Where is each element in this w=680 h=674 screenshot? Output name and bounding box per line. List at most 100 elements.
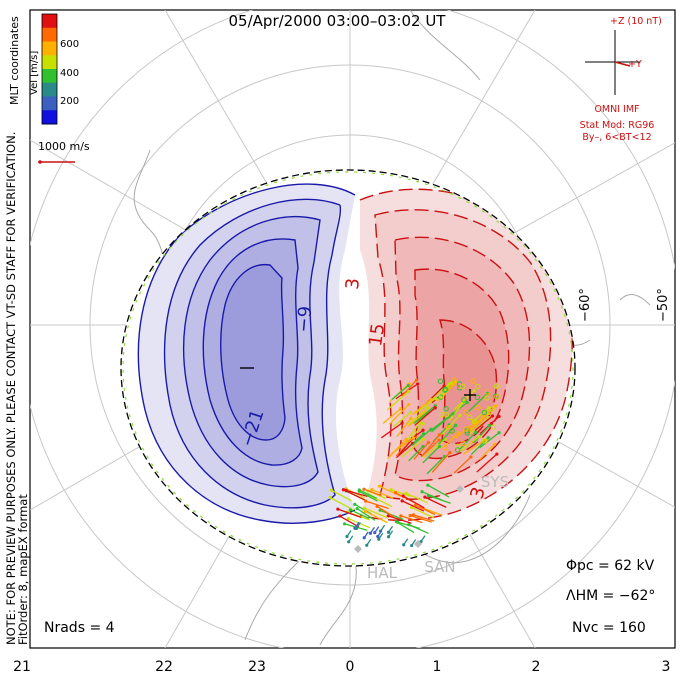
vector-origin <box>396 520 400 524</box>
velocity-vector <box>415 504 436 516</box>
velocity-vector <box>396 521 415 534</box>
vector-origin <box>438 393 445 399</box>
velocity-vector <box>413 405 436 424</box>
mlt-label-3: 3 <box>662 659 671 674</box>
vector-origin <box>420 490 424 494</box>
velocity-vector <box>337 508 362 519</box>
vector-origin <box>354 526 359 531</box>
velocity-vector <box>401 438 424 458</box>
vector-origin <box>474 394 481 401</box>
velocity-vector <box>365 500 389 510</box>
vector-origin <box>421 422 425 426</box>
velocity-vector <box>390 489 412 497</box>
velocity-vector <box>431 452 451 473</box>
vector-origin <box>348 508 352 512</box>
vector-origin <box>463 409 469 415</box>
vector-origin <box>406 383 410 388</box>
velocity-vector <box>364 507 388 519</box>
velocity-vector <box>476 453 498 473</box>
vector-origin <box>338 514 342 518</box>
lat-label-60: −60° <box>578 288 593 322</box>
model-label: Stat Mod: RG96 <box>580 120 655 131</box>
velocity-vector <box>391 384 409 401</box>
imf-vector <box>614 61 631 67</box>
velocity-vector <box>358 490 378 502</box>
velocity-vector <box>397 521 420 529</box>
velocity-vector <box>382 408 402 424</box>
vector-origin <box>495 452 499 456</box>
velocity-vector <box>386 390 410 411</box>
velocity-vector <box>413 442 429 460</box>
vector-origin <box>437 433 441 437</box>
velocity-vector <box>411 506 435 519</box>
coord-system-label: MLT coordinates <box>8 16 21 105</box>
vector-origin <box>386 535 391 539</box>
colorbar-segment <box>42 96 57 111</box>
velocity-vector <box>448 401 465 422</box>
vector-origin <box>482 438 488 444</box>
vector-origin <box>399 514 403 518</box>
vector-origin <box>486 436 490 440</box>
velocity-vector <box>469 417 489 435</box>
vector-origin <box>437 378 444 384</box>
vector-origin <box>481 409 488 416</box>
vector-origin <box>455 443 461 450</box>
imf-source: OMNI IMF <box>594 104 639 115</box>
velocity-vector <box>463 439 486 455</box>
vector-origin <box>490 414 495 418</box>
vector-origin <box>421 428 425 432</box>
vector-origin <box>411 436 416 440</box>
vector-origin <box>362 506 367 510</box>
vector-origin <box>362 487 366 491</box>
velocity-vector <box>348 517 371 529</box>
vector-origin <box>489 422 494 426</box>
velocity-vector <box>388 403 410 425</box>
velocity-vector <box>422 445 440 464</box>
velocity-vector <box>459 436 480 452</box>
mlt-label-1: 1 <box>433 659 442 674</box>
velocity-vector <box>408 445 424 462</box>
colorbar-segment <box>42 82 57 97</box>
vector-origin <box>400 499 404 503</box>
velocity-vector <box>401 500 425 512</box>
vector-origin <box>404 437 408 441</box>
lat-label-50: −50° <box>656 288 671 322</box>
vector-origin <box>442 387 448 393</box>
vector-origin <box>408 513 412 518</box>
station-label-sys: SYS <box>481 473 509 491</box>
vector-origin <box>461 397 467 403</box>
vector-origin <box>426 483 430 487</box>
vector-origin <box>386 514 390 518</box>
vector-origin <box>457 431 461 435</box>
plot-title: 05/Apr/2000 03:00–03:02 UT <box>229 12 447 30</box>
mlt-label-0: 0 <box>346 659 355 674</box>
nrads-stat: Nrads = 4 <box>44 620 115 636</box>
vector-origin <box>414 503 418 507</box>
velocity-vector <box>405 492 428 504</box>
vector-origin <box>448 450 452 455</box>
phi-pc-stat: Φpc = 62 kV <box>566 558 655 574</box>
colorbar-border <box>41 13 58 125</box>
vector-origin <box>445 425 452 431</box>
vector-origin <box>458 413 462 417</box>
vector-origin <box>454 423 458 427</box>
vector-origin <box>469 455 473 459</box>
vector-origin <box>484 395 490 401</box>
vector-origin <box>408 410 413 414</box>
neg-contours <box>137 183 356 524</box>
vector-origin <box>429 397 433 402</box>
vector-origin <box>346 516 350 521</box>
velocity-vector <box>401 379 417 397</box>
vector-origin <box>416 382 420 386</box>
vector-origin <box>377 484 382 488</box>
velocity-vector <box>407 407 429 426</box>
vector-origin <box>401 494 405 498</box>
colorbar-segment <box>42 14 57 29</box>
vector-origin <box>460 440 466 447</box>
san-station-marker <box>414 540 422 548</box>
vector-origin <box>421 437 425 441</box>
vector-origin <box>494 394 500 400</box>
vector-origin <box>347 540 351 544</box>
velocity-vector <box>380 422 403 439</box>
